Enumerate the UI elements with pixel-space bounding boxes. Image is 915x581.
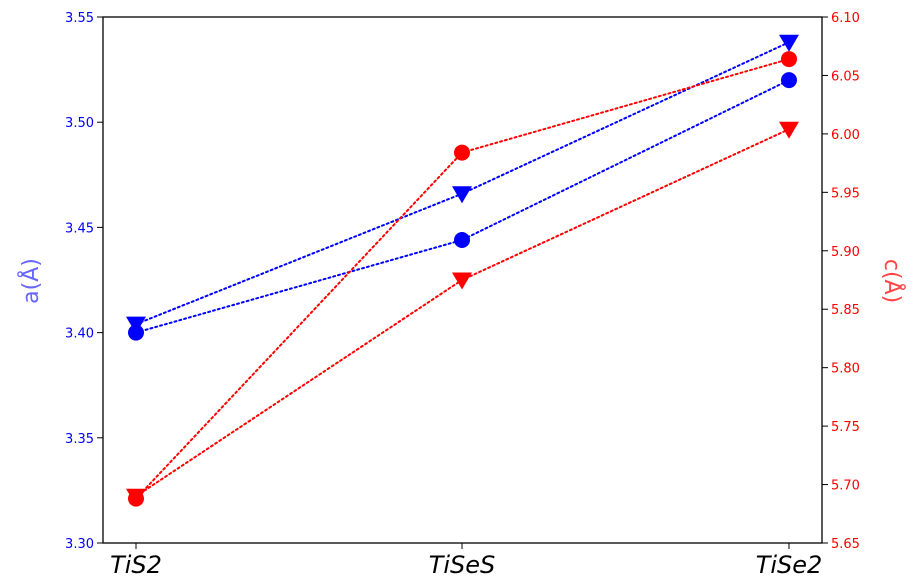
right-tick-label: 6.10 <box>831 11 860 26</box>
x-tick-label: TiSe2 <box>756 551 823 579</box>
data-point-right-triangle <box>452 273 472 290</box>
right-tick-label: 5.85 <box>831 303 860 318</box>
right-tick-label: 5.95 <box>831 186 860 201</box>
data-point-right-circle <box>454 145 470 161</box>
series-line-right-triangle-down <box>136 129 789 496</box>
left-tick-label: 3.30 <box>65 537 94 552</box>
left-tick-label: 3.40 <box>65 327 94 342</box>
data-point-right-triangle <box>779 122 799 139</box>
right-tick-label: 5.65 <box>831 537 860 552</box>
left-tick-label: 3.55 <box>65 11 94 26</box>
data-point-right-circle <box>781 51 797 67</box>
right-tick-label: 5.70 <box>831 479 860 494</box>
right-tick-label: 6.00 <box>831 128 860 143</box>
right-axis-label: c(Å) <box>879 259 906 303</box>
right-axis-ticks: 5.65 5.70 5.75 5.80 5.85 5.90 5.95 6.00 6.05 6.10 <box>822 11 860 552</box>
left-tick-label: 3.45 <box>65 221 94 236</box>
data-point-left-circle <box>781 72 797 88</box>
right-tick-label: 5.75 <box>831 420 860 435</box>
right-tick-label: 5.80 <box>831 362 860 377</box>
right-tick-label: 6.05 <box>831 69 860 84</box>
series-line-left-circle <box>136 80 789 332</box>
left-axis-ticks: 3.30 3.35 3.40 3.45 3.50 3.55 <box>65 11 103 552</box>
data-point-left-circle <box>454 232 470 248</box>
data-point-left-triangle <box>779 35 799 52</box>
series-layer <box>126 35 799 507</box>
x-tick-label: TiS2 <box>110 551 162 579</box>
left-tick-label: 3.50 <box>65 116 94 131</box>
left-axis-label: a(Å) <box>17 258 44 304</box>
data-point-left-triangle <box>452 186 472 203</box>
x-axis-ticks: TiS2 TiSeS TiSe2 <box>110 543 822 579</box>
left-tick-label: 3.35 <box>65 432 94 447</box>
x-tick-label: TiSeS <box>429 551 496 579</box>
right-tick-label: 5.90 <box>831 245 860 260</box>
